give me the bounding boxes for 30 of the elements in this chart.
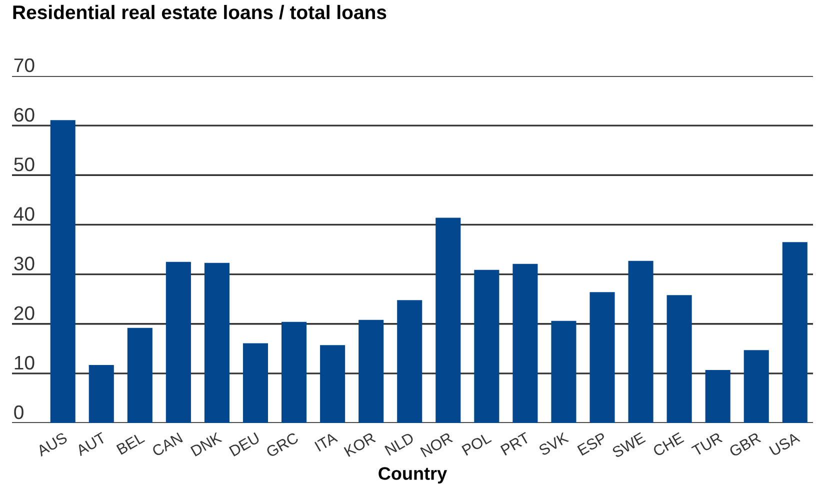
x-axis-title: Country	[378, 467, 448, 484]
y-tick-label: 40	[14, 207, 34, 221]
y-tick-label: 0	[14, 405, 24, 420]
x-tick-label: AUS	[36, 432, 68, 457]
x-tick-label: GBR	[728, 432, 762, 458]
y-tick-label: 70	[14, 58, 34, 72]
x-tick-label: GRC	[265, 432, 300, 458]
x-tick-label: PRT	[500, 432, 530, 456]
y-tick-label: 30	[14, 256, 34, 270]
x-tick-label: NLD	[384, 432, 415, 456]
x-tick-label: CAN	[151, 432, 183, 457]
x-tick-label: TUR	[691, 432, 723, 457]
x-tick-label: ITA	[314, 432, 338, 452]
x-tick-label: DNK	[190, 432, 222, 456]
x-tick-label: SVK	[538, 432, 570, 456]
x-tick-label: AUT	[75, 432, 107, 456]
x-tick-label: SWE	[611, 432, 646, 458]
x-tick-label: DEU	[228, 432, 260, 457]
x-tick-label: BEL	[116, 432, 146, 455]
x-tick-label: NOR	[420, 432, 454, 458]
x-tick-label: USA	[768, 432, 800, 456]
y-tick-label: 20	[14, 306, 34, 320]
x-tick-label: CHE	[652, 432, 684, 457]
x-tick-label: POL	[461, 432, 492, 456]
x-tick-label: ESP	[577, 432, 608, 456]
y-tick-label: 50	[14, 158, 34, 172]
y-tick-label: 60	[14, 108, 34, 122]
y-tick-label: 10	[14, 356, 34, 370]
x-tick-label: KOR	[344, 432, 376, 457]
chart-title: Residential real estate loans / total loans	[13, 4, 386, 20]
